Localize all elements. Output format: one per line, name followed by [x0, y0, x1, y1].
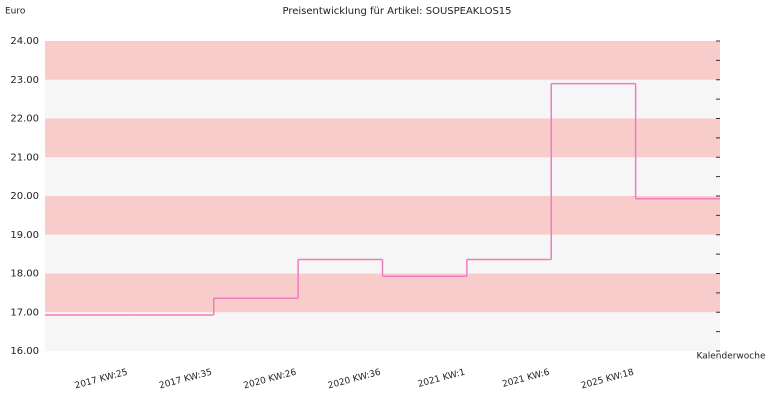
- y-tick-label: 24.00: [10, 36, 39, 47]
- y-axis-label: Euro: [5, 7, 26, 17]
- x-tick-label: 2021 KW:6: [501, 368, 551, 390]
- band: [45, 41, 720, 80]
- band: [45, 157, 720, 196]
- x-tick-label: 2017 KW:25: [74, 368, 129, 392]
- band: [45, 79, 720, 119]
- y-tick-label: 23.00: [10, 75, 39, 86]
- x-tick-label: 2025 KW:18: [580, 368, 635, 392]
- y-tick-label: 22.00: [10, 114, 39, 125]
- y-tick-label: 20.00: [10, 191, 39, 202]
- y-tick-label: 21.00: [10, 152, 39, 163]
- y-tick-label: 17.00: [10, 307, 39, 318]
- band: [45, 118, 720, 158]
- x-tick-label: 2020 KW:26: [243, 368, 298, 392]
- band: [45, 273, 720, 313]
- y-tick-label: 16.00: [10, 346, 39, 357]
- y-tick-label: 19.00: [10, 230, 39, 241]
- band: [45, 312, 720, 351]
- band: [45, 196, 720, 235]
- x-tick-label: 2017 KW:35: [158, 368, 213, 392]
- y-tick-label: 18.00: [10, 269, 39, 280]
- x-axis-label: Kalenderwoche: [696, 352, 765, 362]
- x-tick-label: 2020 KW:36: [327, 368, 382, 392]
- chart-title: Preisentwicklung für Artikel: SOUSPEAKLO…: [282, 6, 511, 17]
- bands: [45, 41, 720, 351]
- x-tick-label: 2021 KW:1: [417, 368, 466, 390]
